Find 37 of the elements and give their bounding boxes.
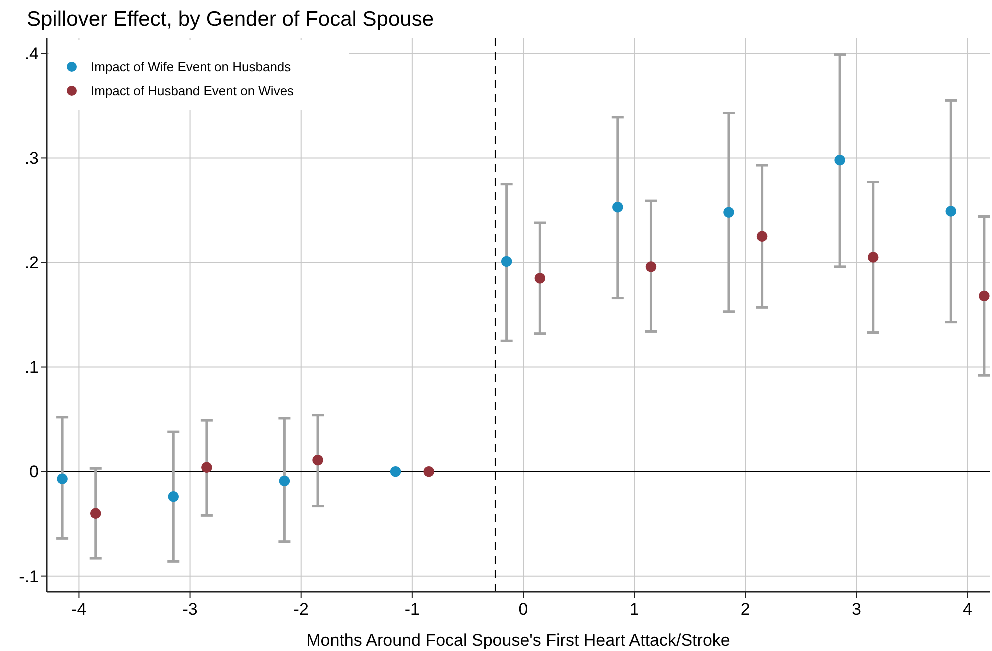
point [946,206,956,217]
x-tick-label: 0 [518,600,528,619]
x-tick-label: -3 [182,600,198,619]
point [168,492,179,502]
point [756,231,768,242]
x-axis-title: Months Around Focal Spouse's First Heart Attack/Stroke [306,631,730,650]
point [612,202,624,213]
point [724,207,734,218]
y-tick-label: .4 [24,44,39,64]
x-tick-label: 3 [852,600,862,619]
point [979,290,990,302]
point [501,256,512,268]
point [279,476,290,487]
chart-title: Spillover Effect, by Gender of Focal Spouse [27,8,434,31]
point [424,466,434,478]
point [90,508,102,519]
point [534,273,546,284]
y-tick-label: .3 [24,149,39,168]
point [202,462,212,473]
x-tick-label: 1 [630,600,640,619]
legend-label: Impact of Husband Event on Wives [91,84,295,99]
point [646,262,657,272]
point [312,454,324,466]
x-tick-label: 2 [740,600,750,619]
point [57,474,68,484]
x-tick-label: 4 [963,600,973,619]
x-tick-label: -2 [294,600,309,619]
point [834,154,846,166]
x-tick-label: -4 [72,600,87,619]
legend-label: Impact of Wife Event on Husbands [91,60,292,75]
y-tick-label: .2 [24,254,39,273]
y-tick-label: .1 [24,358,39,378]
y-tick-label: 0 [30,462,39,482]
y-tick-label: -.1 [19,567,39,586]
point [390,466,402,478]
x-tick-label: -1 [404,600,420,619]
point [868,252,879,263]
